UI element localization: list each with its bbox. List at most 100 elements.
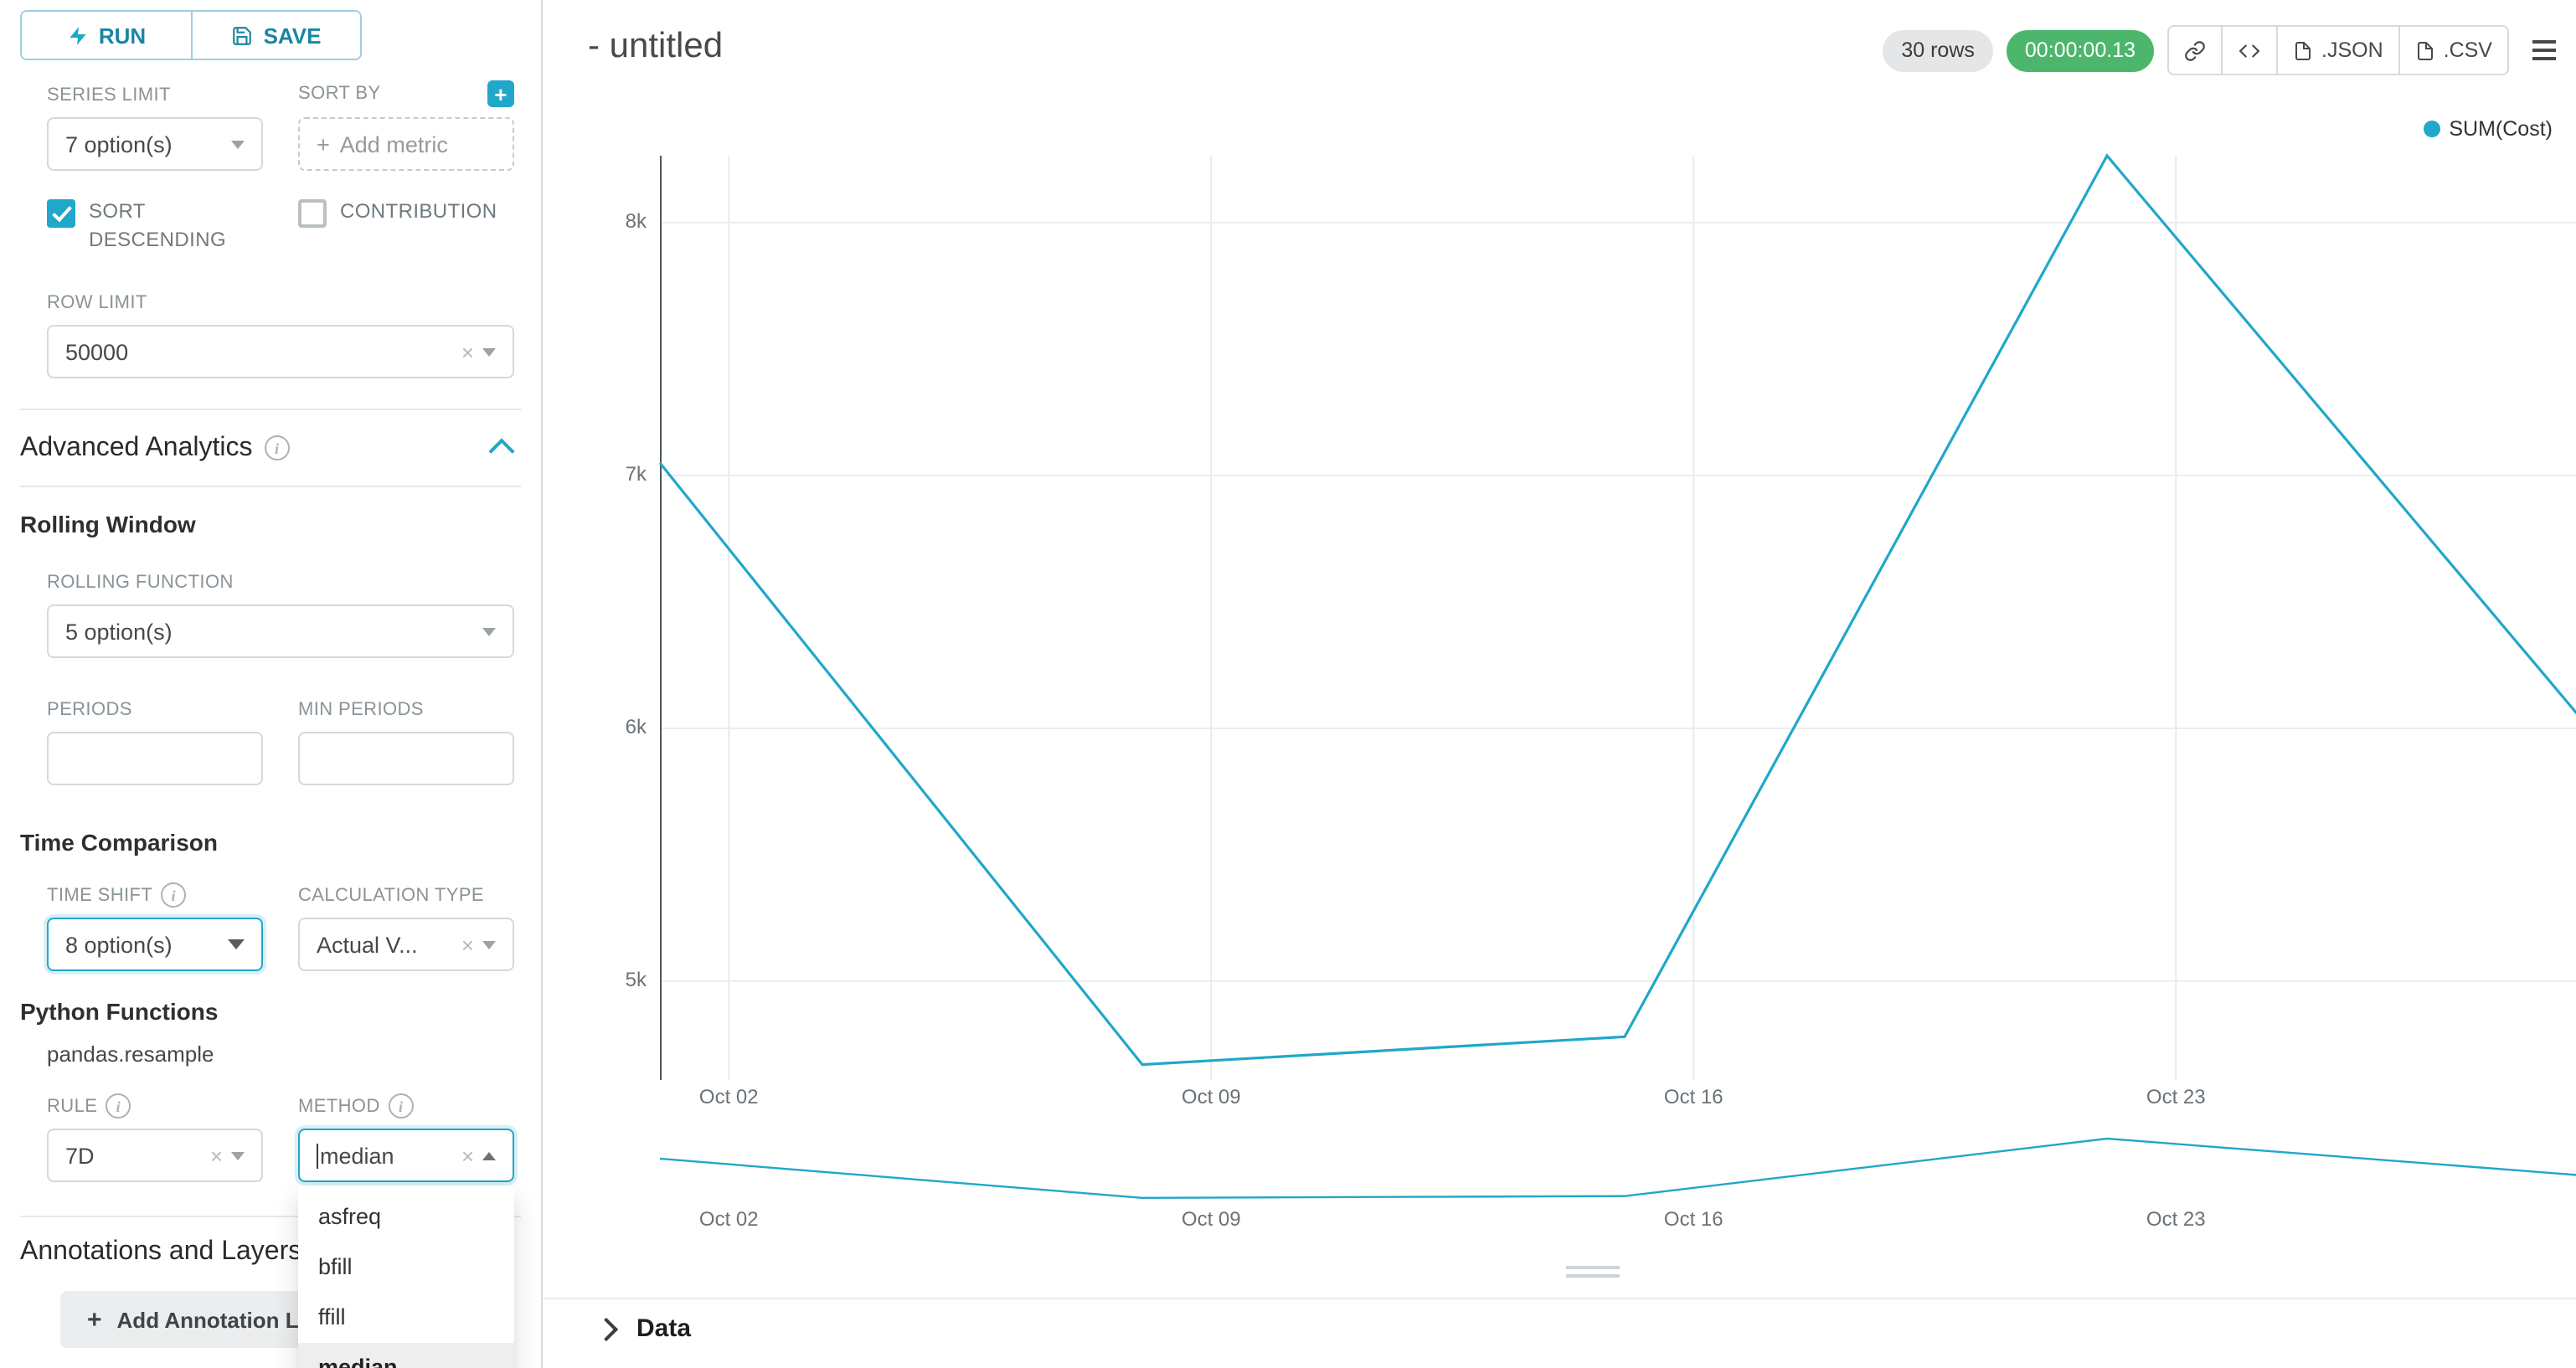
contribution-label: CONTRIBUTION (340, 199, 497, 223)
periods-input[interactable] (47, 732, 263, 785)
info-icon: i (388, 1093, 414, 1119)
rule-select[interactable]: 7D × (47, 1129, 263, 1182)
info-icon: i (161, 882, 187, 908)
method-option-asfreq[interactable]: asfreq (318, 1204, 382, 1229)
python-functions-title: Python Functions (20, 998, 219, 1025)
save-icon (233, 26, 252, 44)
run-save-button-group: RUN SAVE (20, 10, 362, 60)
rule-label-row: RULE i (47, 1093, 263, 1119)
contribution-checkbox-row: CONTRIBUTION (298, 198, 514, 255)
export-button-group: .JSON .CSV (2167, 25, 2509, 75)
text-cursor (317, 1143, 318, 1168)
legend-item-sum-cost[interactable]: SUM(Cost) (2424, 117, 2553, 141)
add-metric-button[interactable]: + (487, 80, 514, 107)
section-divider (20, 486, 521, 487)
clear-icon[interactable]: × (209, 1143, 223, 1168)
run-button[interactable]: RUN (22, 12, 191, 59)
min-periods-input[interactable] (298, 732, 514, 785)
export-csv-button[interactable]: .CSV (2398, 25, 2509, 75)
method-label: METHOD (298, 1096, 380, 1116)
method-label-row: METHOD i (298, 1093, 514, 1119)
clear-icon[interactable]: × (461, 1143, 474, 1168)
sort-descending-checkbox-row: SORT DESCENDING (47, 198, 263, 255)
min-periods-label: MIN PERIODS (298, 700, 424, 720)
data-panel-title: Data (636, 1314, 692, 1343)
file-icon (2295, 41, 2311, 59)
chevron-down-icon (231, 1151, 245, 1160)
rolling-window-title: Rolling Window (20, 511, 196, 537)
main-chart-plot[interactable] (658, 153, 2576, 1080)
file-icon (2417, 41, 2433, 59)
calculation-type-label: CALCULATION TYPE (298, 885, 484, 905)
preview-x-axis-tick-label: Oct 09 (1181, 1207, 1241, 1231)
y-axis-tick-label: 7k (625, 461, 647, 486)
contribution-checkbox[interactable] (298, 199, 327, 228)
row-limit-label: ROW LIMIT (47, 293, 147, 313)
preview-x-axis-tick-label: Oct 16 (1663, 1207, 1723, 1231)
series-limit-select[interactable]: 7 option(s) (47, 117, 263, 171)
save-button[interactable]: SAVE (191, 12, 360, 59)
copy-link-button[interactable] (2167, 25, 2223, 75)
row-limit-select[interactable]: 50000 × (47, 325, 514, 378)
sort-descending-checkbox[interactable] (47, 199, 75, 228)
pane-resize-handle[interactable] (1566, 1266, 1620, 1283)
rolling-function-select[interactable]: 5 option(s) (47, 604, 514, 658)
hamburger-menu-icon (2532, 40, 2556, 60)
export-csv-label: .CSV (2443, 39, 2492, 62)
data-panel-expander[interactable]: Data (594, 1314, 692, 1343)
method-option-ffill[interactable]: ffill (318, 1304, 346, 1329)
chevron-down-icon (482, 627, 496, 635)
y-axis-tick-label: 8k (625, 209, 647, 233)
sort-by-label: SORT BY (298, 84, 381, 104)
plus-icon: + (87, 1305, 102, 1334)
collapse-chevron-up-icon[interactable] (488, 438, 515, 465)
export-json-label: .JSON (2321, 39, 2383, 62)
preview-series-line (659, 1137, 2576, 1199)
row-limit-value: 50000 (65, 339, 129, 364)
method-option-median[interactable]: median (298, 1343, 514, 1368)
series-limit-value: 7 option(s) (65, 131, 173, 157)
code-icon (2239, 44, 2260, 57)
legend-label: SUM(Cost) (2449, 117, 2553, 141)
rolling-function-label: ROLLING FUNCTION (47, 573, 234, 593)
rule-label: RULE (47, 1096, 98, 1116)
clear-icon[interactable]: × (461, 932, 474, 957)
view-query-button[interactable] (2221, 25, 2278, 75)
preview-chart-plot[interactable] (659, 1135, 2576, 1202)
export-json-button[interactable]: .JSON (2276, 25, 2400, 75)
time-shift-label: TIME SHIFT (47, 885, 153, 905)
time-shift-select[interactable]: 8 option(s) (47, 918, 263, 971)
caret-down-icon (228, 939, 245, 949)
data-panel-divider (543, 1298, 2576, 1299)
calculation-type-select[interactable]: Actual V... × (298, 918, 514, 971)
section-divider (20, 1216, 521, 1217)
section-divider (20, 409, 521, 410)
chevron-right-icon (594, 1317, 619, 1342)
legend-dot-icon (2424, 121, 2441, 137)
method-option-bfill[interactable]: bfill (318, 1254, 353, 1279)
time-shift-value: 8 option(s) (65, 932, 173, 957)
y-axis-tick-label: 6k (625, 714, 647, 738)
info-icon: i (106, 1093, 131, 1119)
sort-by-metric-dropzone[interactable]: + Add metric (298, 117, 514, 171)
more-menu-button[interactable] (2522, 39, 2566, 62)
run-button-label: RUN (98, 23, 147, 48)
series-line (658, 153, 2576, 1067)
chart-title: - untitled (588, 27, 724, 65)
time-shift-label-row: TIME SHIFT i (47, 882, 263, 908)
time-comparison-title: Time Comparison (20, 829, 218, 856)
rolling-function-value: 5 option(s) (65, 619, 173, 644)
preview-x-axis-tick-label: Oct 23 (2146, 1207, 2206, 1231)
chevron-down-icon (231, 140, 245, 148)
sort-by-label-row: SORT BY + (298, 80, 514, 107)
advanced-analytics-header[interactable]: Advanced Analytics i (20, 410, 521, 486)
clear-icon[interactable]: × (461, 339, 474, 364)
method-combobox[interactable]: median × (298, 1129, 514, 1182)
annotations-layers-title: Annotations and Layers (20, 1237, 302, 1266)
chevron-down-icon (482, 347, 496, 356)
calculation-type-value: Actual V... (317, 932, 418, 957)
query-timer-badge: 00:00:00.13 (2006, 29, 2154, 71)
sort-descending-label: SORT DESCENDING (89, 199, 227, 251)
periods-label: PERIODS (47, 700, 132, 720)
